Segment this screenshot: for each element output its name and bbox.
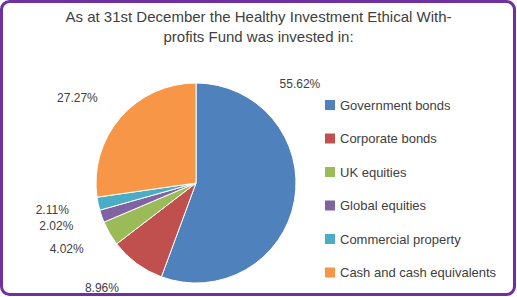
pie-slice	[96, 83, 196, 197]
legend-label: Global equities	[340, 198, 426, 213]
data-label: 2.11%	[36, 203, 69, 217]
legend-label: UK equities	[340, 165, 407, 180]
data-label: 8.96%	[85, 281, 119, 295]
legend-swatch	[325, 268, 335, 278]
legend-label: Commercial property	[340, 232, 461, 247]
legend-label: Corporate bonds	[340, 131, 437, 146]
legend-swatch	[325, 134, 335, 144]
legend: Government bonds Corporate bonds UK equiti…	[325, 98, 497, 280]
data-label: 55.62%	[280, 77, 321, 91]
data-label: 2.02%	[39, 219, 73, 233]
legend-swatch	[325, 167, 335, 177]
pie	[96, 83, 296, 283]
title: profits Fund was invested in:	[163, 28, 353, 45]
legend-label: Government bonds	[340, 98, 451, 113]
legend-label: Cash and cash equivalents	[340, 265, 497, 280]
frame	[2, 2, 515, 295]
chart: As at 31st December the Healthy Investme…	[0, 0, 517, 297]
legend-swatch	[325, 201, 335, 211]
legend-swatch	[325, 100, 335, 110]
title: As at 31st December the Healthy Investme…	[66, 8, 452, 25]
legend-swatch	[325, 234, 335, 244]
data-label: 27.27%	[57, 91, 98, 105]
data-labels: 55.62% 8.96% 4.02% 2.02% 2.11% 27.27%	[36, 77, 321, 295]
data-label: 4.02%	[50, 242, 84, 256]
